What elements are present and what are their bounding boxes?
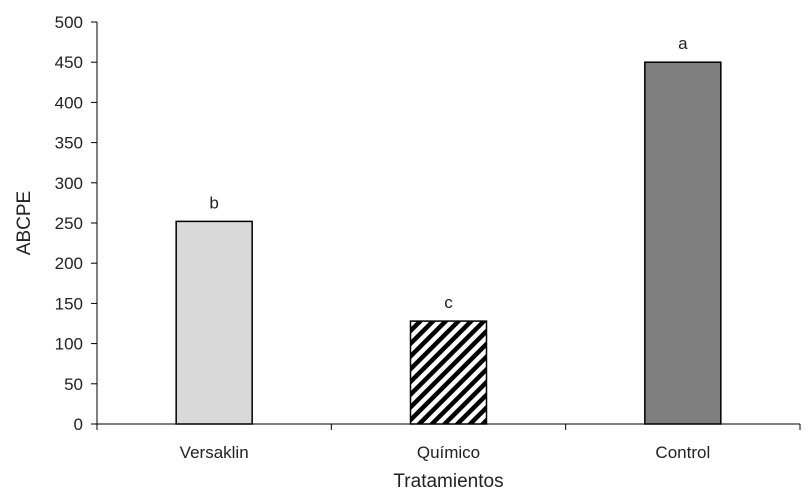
bars: b c a (175, 34, 722, 425)
y-axis-ticks: 0 50 100 150 200 250 300 350 400 450 500 (55, 13, 97, 434)
y-tick-label: 200 (55, 254, 83, 273)
y-tick-label: 350 (55, 134, 83, 153)
y-tick-label: 100 (55, 335, 83, 354)
x-tick-label: Químico (417, 443, 480, 462)
y-tick-label: 250 (55, 214, 83, 233)
bar-versaklin (175, 220, 253, 425)
y-tick-label: 500 (55, 13, 83, 32)
x-axis-ticks: Versaklin Químico Control (96, 424, 801, 462)
y-tick-label: 50 (64, 375, 83, 394)
bar-significance-label: b (209, 193, 218, 212)
y-tick-label: 450 (55, 53, 83, 72)
y-axis-title: ABCPE (14, 191, 35, 255)
y-tick-label: 300 (55, 174, 83, 193)
bar-significance-label: a (678, 34, 688, 53)
bar-control (644, 61, 722, 425)
x-tick-label: Versaklin (180, 443, 249, 462)
y-tick-label: 0 (74, 415, 83, 434)
y-tick-label: 400 (55, 93, 83, 112)
bar-significance-label: c (444, 293, 453, 312)
bar-quimico (409, 320, 488, 425)
x-axis-title: Tratamientos (393, 471, 503, 492)
x-tick-label: Control (655, 443, 710, 462)
y-tick-label: 150 (55, 294, 83, 313)
